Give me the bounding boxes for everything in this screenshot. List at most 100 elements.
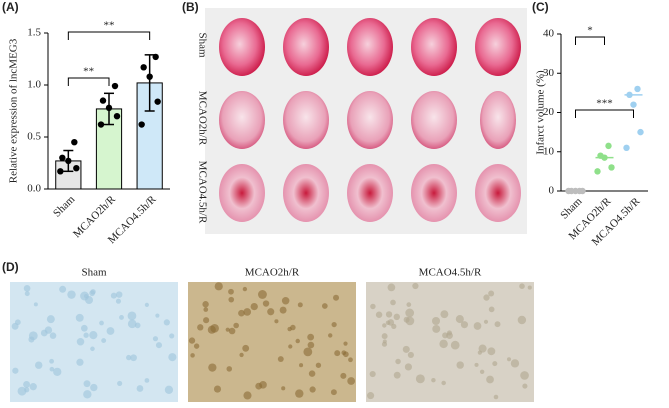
cell — [202, 301, 209, 308]
cell — [382, 339, 387, 344]
cell — [75, 313, 84, 322]
cell — [367, 392, 375, 400]
brain-slice — [411, 91, 457, 149]
cell — [24, 387, 30, 393]
data-point — [111, 82, 119, 90]
cell — [76, 358, 84, 366]
cell — [328, 333, 333, 338]
brain-slice — [411, 18, 457, 76]
cell — [34, 361, 43, 369]
cell — [49, 332, 57, 339]
cell — [412, 282, 419, 290]
cell — [405, 316, 415, 326]
cell — [288, 344, 293, 349]
brain-slice — [475, 164, 521, 222]
cell — [406, 302, 412, 307]
cell — [152, 336, 159, 342]
cell — [493, 394, 499, 400]
cell — [188, 337, 196, 344]
cell — [393, 371, 401, 379]
cell — [348, 357, 353, 363]
cell — [85, 296, 94, 304]
brain-slice — [219, 91, 265, 149]
cell — [59, 285, 67, 293]
cell — [281, 386, 286, 391]
cell — [190, 353, 195, 358]
cell — [101, 338, 107, 344]
cell — [169, 333, 175, 339]
brain-slice — [347, 164, 393, 222]
micro-label: Sham — [81, 267, 107, 279]
cell — [130, 354, 137, 362]
cell — [23, 380, 31, 388]
cell — [203, 317, 210, 324]
cell — [214, 282, 223, 291]
cell — [136, 385, 144, 392]
cell — [307, 341, 315, 349]
cell — [197, 324, 204, 331]
cell — [23, 285, 31, 292]
cell — [431, 377, 436, 383]
cell — [12, 367, 19, 374]
cell — [487, 347, 496, 356]
data-point — [105, 104, 113, 112]
cell — [99, 320, 104, 326]
cell — [193, 343, 200, 349]
cell — [29, 383, 37, 391]
cell — [520, 371, 529, 380]
brain-slice — [283, 91, 329, 149]
cell — [76, 337, 85, 346]
data-point — [154, 98, 161, 105]
data-point — [630, 101, 637, 108]
data-point — [623, 144, 630, 152]
micro-label: MCAO2h/R — [245, 267, 300, 279]
cell — [382, 323, 387, 328]
cell — [381, 333, 388, 340]
cell — [262, 300, 270, 307]
cell — [341, 350, 347, 356]
significance-label: ** — [83, 66, 94, 78]
cell — [407, 351, 414, 358]
y-tick-label: 0.0 — [27, 183, 41, 195]
cell — [290, 324, 296, 331]
cell — [387, 283, 396, 292]
cell — [477, 350, 482, 355]
cell — [474, 362, 479, 367]
cell — [90, 383, 98, 392]
cell — [28, 336, 35, 343]
data-point — [71, 139, 78, 146]
cell — [295, 338, 300, 344]
cell — [486, 375, 494, 384]
cell — [450, 340, 460, 350]
cell — [308, 370, 316, 377]
data-point — [637, 128, 644, 136]
micro-label: MCAO4.5h/R — [419, 267, 482, 279]
cell — [250, 302, 258, 311]
data-point — [605, 142, 612, 150]
y-tick-label: 20 — [543, 106, 555, 118]
cell — [455, 315, 464, 324]
cell — [46, 315, 55, 324]
cell — [442, 332, 449, 339]
cell — [168, 353, 177, 362]
cell — [334, 350, 341, 357]
cell — [281, 296, 290, 305]
cell — [83, 390, 92, 399]
data-point — [608, 164, 615, 171]
cell — [347, 377, 356, 385]
cell — [228, 296, 235, 303]
cell — [255, 382, 263, 390]
cell — [155, 342, 163, 349]
data-point — [65, 157, 72, 165]
brain-slice — [219, 18, 265, 76]
data-point — [152, 53, 159, 61]
cell — [279, 306, 287, 314]
row-label: Sham — [196, 32, 208, 58]
brain-slice — [219, 164, 265, 222]
cell — [126, 354, 132, 361]
cell — [228, 288, 234, 295]
cell — [390, 299, 396, 306]
cell — [17, 386, 27, 396]
cell — [385, 311, 393, 318]
micrograph — [188, 282, 356, 402]
